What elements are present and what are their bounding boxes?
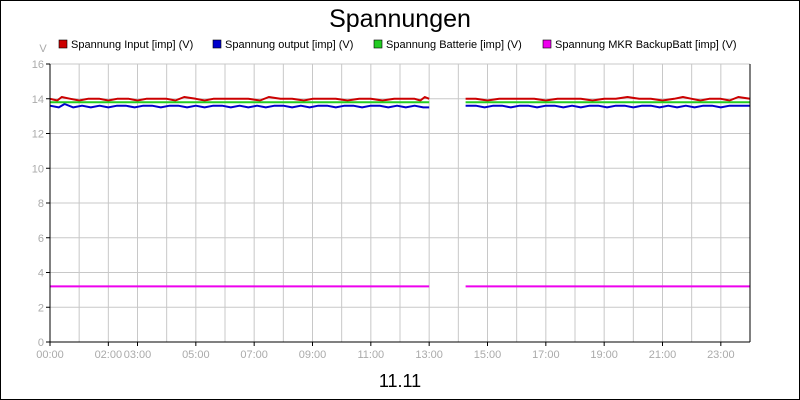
series-1: [49, 96, 751, 102]
y-tick-label: 10: [32, 163, 44, 175]
x-tick-label: 05:00: [182, 349, 210, 361]
x-tick-label: 00:00: [36, 349, 64, 361]
legend: Spannung Input [imp] (V) Spannung output …: [58, 39, 737, 51]
x-tick-label: 03:00: [124, 349, 152, 361]
y-tick-label: 8: [38, 198, 44, 210]
y-tick-label: 12: [32, 129, 44, 141]
x-tick-label: 11:00: [357, 349, 384, 361]
x-tick-label: 15:00: [474, 349, 502, 361]
y-tick-label: 14: [32, 94, 44, 106]
chart-title: Spannungen: [329, 5, 471, 33]
x-tick-label: 21:00: [649, 349, 677, 361]
x-tick-label: 13:00: [415, 349, 443, 361]
x-tick-label: 19:00: [590, 349, 618, 361]
y-tick-label: 4: [38, 268, 44, 280]
legend-item: Spannung MKR BackupBatt [imp] (V): [542, 39, 737, 51]
legend-swatch: [373, 39, 383, 49]
grid: [49, 63, 751, 343]
series-2: [49, 103, 750, 109]
y-axis-label: V: [39, 43, 47, 55]
legend-label: Spannung Batterie [imp] (V): [386, 39, 522, 51]
legend-swatch: [58, 39, 68, 49]
legend-swatch: [212, 39, 222, 49]
legend-item: Spannung Batterie [imp] (V): [373, 39, 522, 51]
y-tick-label: 16: [32, 59, 44, 71]
x-tick-label: 17:00: [532, 349, 560, 361]
y-tick-label: 6: [38, 233, 44, 245]
series-line-segment: [49, 103, 430, 109]
series-line-segment: [49, 96, 430, 102]
y-tick-label: 0: [38, 337, 44, 349]
series-line-segment: [465, 104, 750, 109]
y-tick-label: 2: [38, 302, 44, 314]
x-tick-label: 23:00: [707, 349, 735, 361]
series-line-segment: [465, 96, 751, 102]
x-tick-label: 09:00: [299, 349, 327, 361]
legend-label: Spannung Input [imp] (V): [71, 39, 193, 51]
legend-label: Spannung MKR BackupBatt [imp] (V): [555, 39, 737, 51]
legend-item: Spannung output [imp] (V): [212, 39, 353, 51]
x-tick-label: 07:00: [240, 349, 268, 361]
y-axis: 0 2 4 6 8 10 12 14 16: [32, 59, 50, 349]
x-axis: 00:00 02:00 03:00 05:00 07:00 09:00 11:00 13:00…: [36, 342, 735, 361]
series-lines: [49, 96, 751, 288]
legend-item: Spannung Input [imp] (V): [58, 39, 193, 51]
x-tick-label: 02:00: [95, 349, 123, 361]
legend-swatch: [542, 39, 552, 49]
x-axis-date-label: 11.11: [379, 371, 421, 391]
legend-label: Spannung output [imp] (V): [225, 39, 353, 51]
